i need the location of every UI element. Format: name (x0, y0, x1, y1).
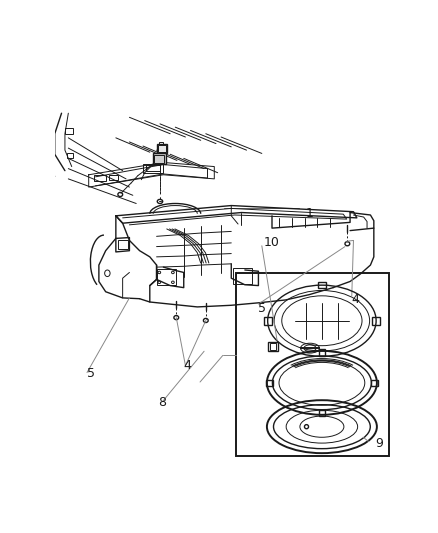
Text: 9: 9 (375, 437, 383, 450)
Bar (157, 269, 176, 285)
Bar (372, 317, 380, 325)
Bar (233, 268, 251, 284)
Text: 4: 4 (352, 294, 360, 306)
Text: 8: 8 (158, 396, 166, 409)
Text: 4: 4 (184, 359, 191, 372)
Bar (153, 154, 166, 164)
Bar (270, 343, 276, 350)
Bar (65, 127, 74, 134)
Text: 1: 1 (306, 207, 314, 220)
Text: 10: 10 (264, 236, 279, 249)
Bar (158, 145, 166, 152)
Bar (371, 379, 378, 386)
Bar (159, 142, 162, 144)
Bar (318, 349, 325, 356)
Bar (318, 282, 326, 288)
Text: 5: 5 (87, 367, 95, 381)
Bar (109, 175, 117, 180)
Bar (318, 410, 325, 416)
Bar (94, 175, 106, 181)
Bar (264, 317, 272, 325)
Bar (117, 240, 128, 249)
Bar (146, 165, 160, 172)
Bar (67, 154, 74, 158)
Bar (266, 379, 273, 386)
Bar (157, 144, 167, 153)
Bar (143, 164, 163, 173)
Bar (268, 342, 278, 351)
Bar (154, 156, 164, 163)
Bar (237, 273, 389, 456)
Text: 5: 5 (258, 302, 266, 314)
